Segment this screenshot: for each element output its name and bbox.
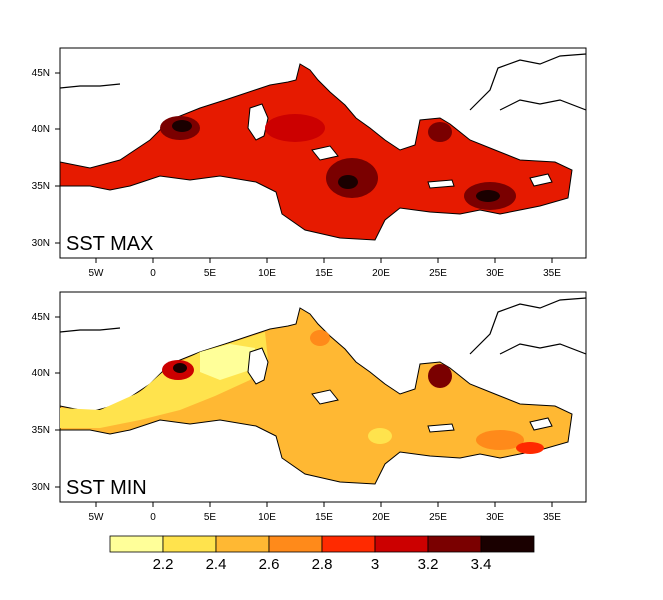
sst-max-ticks <box>55 72 553 263</box>
sst-max-lat-labels: 45N 40N 35N 30N <box>32 68 50 249</box>
sst-max-hotspot-tyrrhenian <box>265 114 325 142</box>
sst-min-warm-aegean <box>428 364 452 388</box>
colorbar-label: 3.4 <box>471 556 492 573</box>
sst-min-coastline-anatolia <box>499 343 586 355</box>
sst-max-lon-labels: 5W 0 5E 10E 15E 20E 25E 30E 35E <box>89 268 562 279</box>
lon-label: 20E <box>372 512 390 523</box>
colorbar-label: 2.4 <box>206 556 227 573</box>
sst-max-island-cyprus <box>529 173 553 187</box>
sst-max-title: SST MAX <box>66 233 153 255</box>
sst-min-coastline-blacksea <box>469 297 586 355</box>
sst-max-island-sicily <box>311 145 339 161</box>
sst-min-warm-south-levantine <box>516 442 544 454</box>
colorbar-swatch <box>109 535 164 553</box>
lat-label: 40N <box>32 124 50 135</box>
sst-min-coolest-patch <box>200 344 255 380</box>
colorbar-swatch <box>374 535 429 553</box>
sst-max-coastline-iberia <box>60 83 121 89</box>
sst-max-panel: 45N 40N 35N 30N 5W 0 5E 10E 15E 20E 25E … <box>32 47 587 279</box>
sst-min-cool-ionian <box>368 428 392 444</box>
sst-max-hotspot-aegean <box>428 122 452 142</box>
colorbar-label: 3 <box>371 556 379 573</box>
lon-label: 5W <box>89 268 105 279</box>
lon-label: 0 <box>150 268 156 279</box>
colorbar-label: 2.6 <box>259 556 280 573</box>
lon-label: 15E <box>315 268 333 279</box>
lat-label: 40N <box>32 368 50 379</box>
lon-label: 10E <box>258 512 276 523</box>
lon-label: 5W <box>89 512 105 523</box>
lat-label: 35N <box>32 425 50 436</box>
colorbar-swatch <box>321 535 376 553</box>
lat-label: 35N <box>32 181 50 192</box>
sst-min-coastline-iberia <box>60 327 121 333</box>
sst-max-coastline-anatolia <box>499 99 586 111</box>
lon-label: 0 <box>150 512 156 523</box>
sst-min-island-corsica-sardinia <box>247 347 269 385</box>
lat-label: 30N <box>32 482 50 493</box>
lon-label: 20E <box>372 268 390 279</box>
sst-max-coastline-blacksea <box>469 53 586 111</box>
lon-label: 5E <box>204 268 217 279</box>
sst-min-island-crete <box>427 423 455 433</box>
colorbar-label: 2.8 <box>312 556 333 573</box>
lon-label: 30E <box>486 268 504 279</box>
lat-label: 30N <box>32 238 50 249</box>
lon-label: 25E <box>429 512 447 523</box>
colorbar-label: 2.2 <box>153 556 174 573</box>
colorbar: 2.2 2.4 2.6 2.8 3 3.2 3.4 <box>109 535 535 573</box>
colorbar-swatch <box>427 535 482 553</box>
colorbar-swatch <box>215 535 270 553</box>
sst-min-warm-levantine <box>476 430 524 450</box>
colorbar-swatch <box>162 535 217 553</box>
sst-max-hotspot-ionian-core <box>338 175 358 189</box>
colorbar-label: 3.2 <box>418 556 439 573</box>
sst-min-warm-adriatic <box>310 330 330 346</box>
sst-min-title: SST MIN <box>66 477 147 499</box>
sst-min-ticks <box>55 316 553 507</box>
sst-min-lon-labels: 5W 0 5E 10E 15E 20E 25E 30E 35E <box>89 512 562 523</box>
lon-label: 30E <box>486 512 504 523</box>
sst-max-hotspot-levantine-core <box>476 190 500 202</box>
sst-max-hotspot-balearic-core <box>172 120 192 132</box>
sst-min-island-cyprus <box>529 417 553 431</box>
lat-label: 45N <box>32 68 50 79</box>
lon-label: 35E <box>543 268 561 279</box>
lon-label: 35E <box>543 512 561 523</box>
sst-max-island-crete <box>427 179 455 189</box>
sst-min-lat-labels: 45N 40N 35N 30N <box>32 312 50 493</box>
sst-min-island-sicily <box>311 389 339 405</box>
lon-label: 5E <box>204 512 217 523</box>
colorbar-swatches <box>109 535 535 553</box>
lon-label: 15E <box>315 512 333 523</box>
lon-label: 25E <box>429 268 447 279</box>
lat-label: 45N <box>32 312 50 323</box>
colorbar-swatch <box>268 535 323 553</box>
colorbar-swatch <box>480 535 535 553</box>
sst-min-panel: 45N 40N 35N 30N 5W 0 5E 10E 15E 20E 25E … <box>32 291 587 523</box>
colorbar-labels: 2.2 2.4 2.6 2.8 3 3.2 3.4 <box>153 556 492 573</box>
sst-max-island-corsica-sardinia <box>247 103 269 141</box>
sst-min-warm-balearic-core <box>173 363 187 373</box>
lon-label: 10E <box>258 268 276 279</box>
